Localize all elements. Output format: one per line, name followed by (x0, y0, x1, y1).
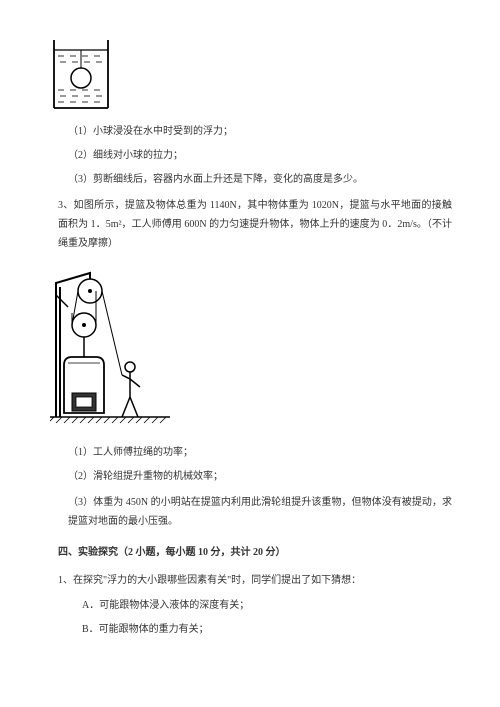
pulley-figure (50, 265, 452, 431)
q-sub-2: （2）细线对小球的拉力； (68, 148, 452, 164)
s4-q1-intro: 1、在探究"浮力的大小跟哪些因素有关"时，同学们提出了如下猜想： (58, 571, 452, 590)
q-sub-1: （1）小球浸没在水中时受到的浮力； (68, 124, 452, 140)
q3-sub-3: （3）体重为 450N 的小明站在提篮内利用此滑轮组提升该重物，但物体没有被提动… (68, 493, 452, 531)
q3-sub-1: （1）工人师傅拉绳的功率； (68, 445, 452, 461)
q-sub-3: （3）剪断细线后，容器内水面上升还是下降，变化的高度是多少。 (68, 172, 452, 188)
beaker-figure (50, 38, 452, 110)
q3-sub-2: （2）滑轮组提升重物的机械效率； (68, 469, 452, 485)
s4-q1-option-a: A．可能跟物体浸入液体的深度有关； (82, 598, 452, 614)
section-4-heading: 四、实验探究（2 小题，每小题 10 分，共计 20 分） (58, 545, 452, 561)
q3-intro: 3、如图所示，提篮及物体总重为 1140N，其中物体重为 1020N，提篮与水平… (58, 196, 452, 253)
s4-q1-option-b: B．可能跟物体的重力有关； (82, 622, 452, 638)
